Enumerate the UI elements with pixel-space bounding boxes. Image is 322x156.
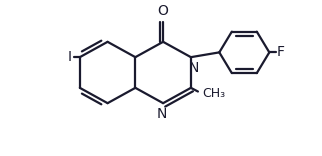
Text: CH₃: CH₃ [202,87,225,100]
Text: O: O [158,4,168,18]
Text: N: N [188,61,199,76]
Text: F: F [277,45,285,59]
Text: N: N [156,107,167,122]
Text: I: I [67,50,71,64]
